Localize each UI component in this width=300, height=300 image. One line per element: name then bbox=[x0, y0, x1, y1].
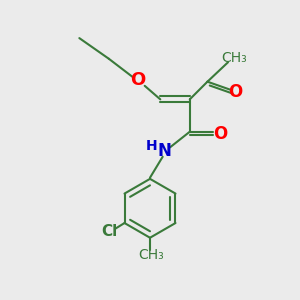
Text: O: O bbox=[213, 124, 227, 142]
Text: N: N bbox=[158, 142, 172, 160]
Text: H: H bbox=[146, 139, 158, 153]
Text: O: O bbox=[130, 71, 145, 89]
Text: CH₃: CH₃ bbox=[139, 248, 164, 262]
Text: Cl: Cl bbox=[101, 224, 117, 239]
Text: O: O bbox=[228, 83, 242, 101]
Text: CH₃: CH₃ bbox=[221, 51, 247, 65]
